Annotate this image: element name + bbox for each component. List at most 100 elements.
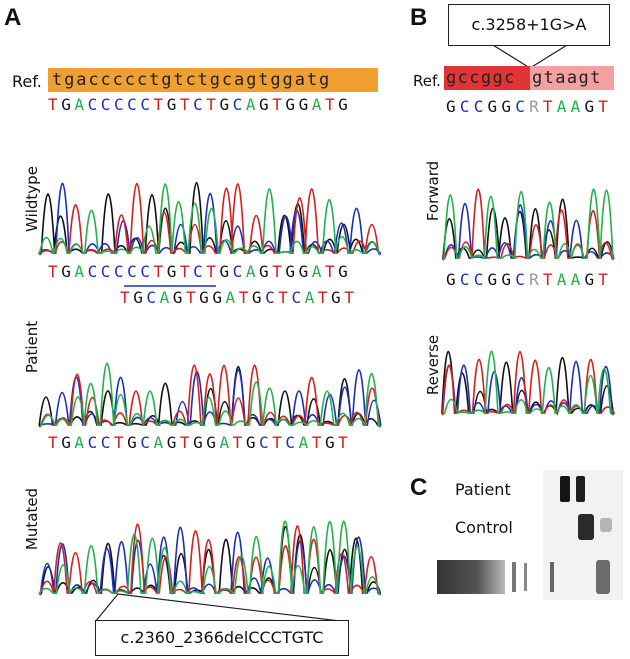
base-call: C — [193, 262, 207, 281]
base-call: T — [598, 270, 613, 289]
base-call: T — [206, 262, 220, 281]
base-call: C — [291, 288, 305, 307]
base-call: C — [232, 262, 246, 281]
base-call: G — [199, 288, 213, 307]
reverse-chromatogram — [441, 350, 616, 416]
base-call: A — [225, 288, 239, 307]
base-call: C — [127, 262, 141, 281]
trace-line — [442, 202, 615, 261]
base-call: C — [100, 433, 114, 452]
panel-a-mutation-callout: c.2360_2366delCCCTGTC — [95, 620, 349, 656]
base-call: G — [61, 262, 75, 281]
gel-control-label: Control — [455, 518, 513, 537]
base-call: G — [487, 270, 502, 289]
panel-b-mutation-callout: c.3258+1G>A — [448, 4, 610, 46]
base-call: G — [133, 288, 147, 307]
base-call: C — [515, 270, 530, 289]
base-call: A — [556, 270, 571, 289]
trace-line — [38, 520, 381, 596]
wildtype-sequence: TGACCCCCTGTCTGCAGTGGATG — [48, 95, 351, 115]
base-call: T — [338, 433, 352, 452]
base-call: G — [584, 97, 599, 116]
base-call: T — [179, 95, 194, 114]
base-call: G — [298, 262, 312, 281]
base-call: T — [278, 288, 292, 307]
panel-c-letter: C — [410, 474, 428, 501]
base-call: T — [311, 433, 325, 452]
panel-b-ref-label: Ref. — [413, 72, 441, 90]
base-call: G — [487, 97, 502, 116]
base-call: C — [140, 433, 154, 452]
base-call: G — [446, 270, 460, 289]
base-call: C — [473, 270, 488, 289]
base-call: T — [317, 288, 331, 307]
patient-chromatogram — [38, 362, 382, 428]
base-call: G — [285, 95, 299, 114]
base-call: C — [140, 95, 154, 114]
base-call: C — [100, 95, 114, 114]
trace-line — [38, 183, 381, 256]
reverse-sequence: GCCGGCRTAAGT — [446, 270, 612, 290]
base-call: C — [459, 270, 474, 289]
base-call: T — [542, 270, 557, 289]
forward-sequence: GCCGGCRTAAGT — [446, 97, 612, 117]
mutated-sequence: TGACCTGCAGTGGATGCTCATGT — [48, 433, 351, 453]
base-call: G — [172, 288, 186, 307]
base-call: C — [459, 97, 474, 116]
base-call: C — [87, 262, 101, 281]
base-call: A — [311, 262, 325, 281]
forward-chromatogram — [442, 188, 615, 261]
base-call: A — [159, 288, 173, 307]
base-call: C — [232, 95, 246, 114]
base-call: A — [298, 433, 312, 452]
panel-a-letter: A — [4, 4, 22, 31]
base-call: G — [259, 262, 273, 281]
base-call: G — [331, 288, 345, 307]
base-call: G — [259, 95, 273, 114]
base-call: A — [74, 262, 88, 281]
base-call: T — [48, 262, 62, 281]
trace-line — [442, 188, 614, 261]
base-call: C — [515, 97, 530, 116]
mutated-chromatogram — [38, 520, 382, 596]
wildtype-chromatogram — [38, 181, 382, 256]
base-call: A — [219, 433, 233, 452]
base-call: C — [193, 95, 207, 114]
base-call: C — [473, 97, 488, 116]
trace-line — [39, 362, 381, 428]
base-call: T — [48, 433, 62, 452]
base-call: G — [338, 95, 352, 114]
base-call: T — [542, 97, 557, 116]
base-call: C — [100, 262, 114, 281]
base-call: A — [74, 95, 88, 114]
base-call: G — [501, 270, 516, 289]
base-call: G — [219, 95, 233, 114]
base-call: A — [304, 288, 318, 307]
base-call: C — [140, 262, 154, 281]
base-call: G — [338, 262, 352, 281]
patient-sequence: TGACCCCCTGTCTGCAGTGGATG — [48, 262, 351, 282]
base-call: A — [245, 95, 259, 114]
base-call: G — [584, 270, 599, 289]
base-call: C — [285, 433, 299, 452]
base-call: C — [127, 95, 141, 114]
base-call: T — [598, 97, 613, 116]
base-call: T — [113, 433, 128, 452]
base-call: T — [324, 262, 339, 281]
base-call: T — [185, 288, 200, 307]
base-call: A — [153, 433, 167, 452]
panel-a-ref-sequence: tgaccccctgtctgcagtggatg — [48, 68, 378, 92]
base-call: G — [212, 288, 226, 307]
base-call: G — [245, 433, 259, 452]
base-call: T — [120, 288, 134, 307]
base-call: G — [61, 433, 75, 452]
base-call: G — [127, 433, 141, 452]
base-call: T — [344, 288, 358, 307]
base-call: A — [570, 97, 585, 116]
base-call: C — [265, 288, 279, 307]
base-call: C — [113, 95, 128, 114]
base-call: A — [74, 433, 88, 452]
panel-b-letter: B — [410, 4, 428, 31]
panel-b-ref-intron: gtaagt — [530, 66, 614, 90]
